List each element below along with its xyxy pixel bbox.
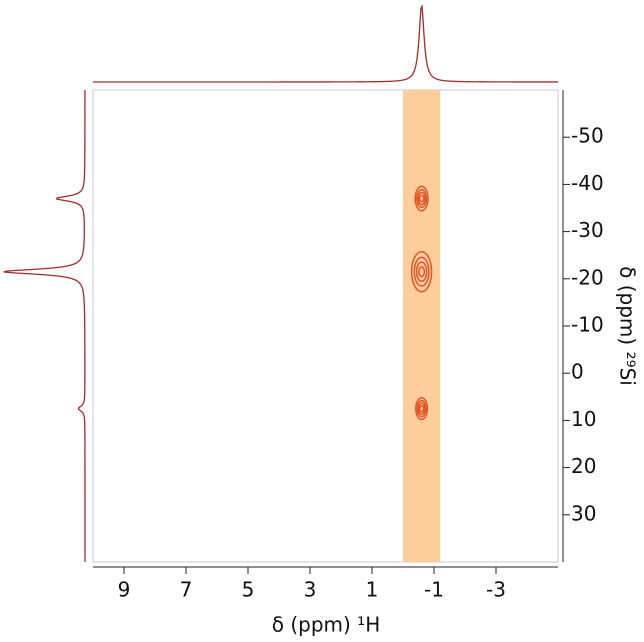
cross-peak <box>410 250 433 293</box>
contour <box>417 191 426 206</box>
cross-peak <box>415 396 429 421</box>
left-projection <box>3 89 86 562</box>
y-tick-label: -20 <box>571 265 604 289</box>
contour <box>415 261 428 283</box>
x-tick-label: -1 <box>424 578 444 602</box>
contour <box>418 194 425 203</box>
x-axis-label: δ (ppm) ¹H <box>272 613 381 637</box>
contour <box>413 256 430 287</box>
y-tick-label: 0 <box>571 360 584 384</box>
y-tick-label: 10 <box>571 407 596 431</box>
y-tick-label: -40 <box>571 171 604 195</box>
x-tick-label: 9 <box>118 578 131 602</box>
y-tick-label: -50 <box>571 124 604 148</box>
contour <box>417 402 426 415</box>
x-tick-label: 3 <box>304 578 317 602</box>
x-tick-label: -3 <box>486 578 506 602</box>
y-tick-label: -30 <box>571 218 604 242</box>
x-tick-label: 5 <box>242 578 255 602</box>
contour <box>415 396 429 421</box>
highlight-band <box>403 90 441 562</box>
y-tick-label: 20 <box>571 454 596 478</box>
contour <box>416 188 428 209</box>
x-tick-label: 1 <box>366 578 379 602</box>
contour <box>418 404 425 413</box>
top-projection <box>93 4 558 83</box>
contour <box>418 266 426 278</box>
contour <box>410 250 433 293</box>
plot-frame <box>92 89 559 563</box>
x-tick-label: 7 <box>180 578 193 602</box>
y-axis-label: δ (ppm) ²⁹Si <box>616 266 640 386</box>
y-tick-label: 30 <box>571 501 596 525</box>
contour <box>414 185 429 212</box>
y-tick-label: -10 <box>571 313 604 337</box>
cross-peak <box>414 185 429 212</box>
contour <box>416 399 427 418</box>
